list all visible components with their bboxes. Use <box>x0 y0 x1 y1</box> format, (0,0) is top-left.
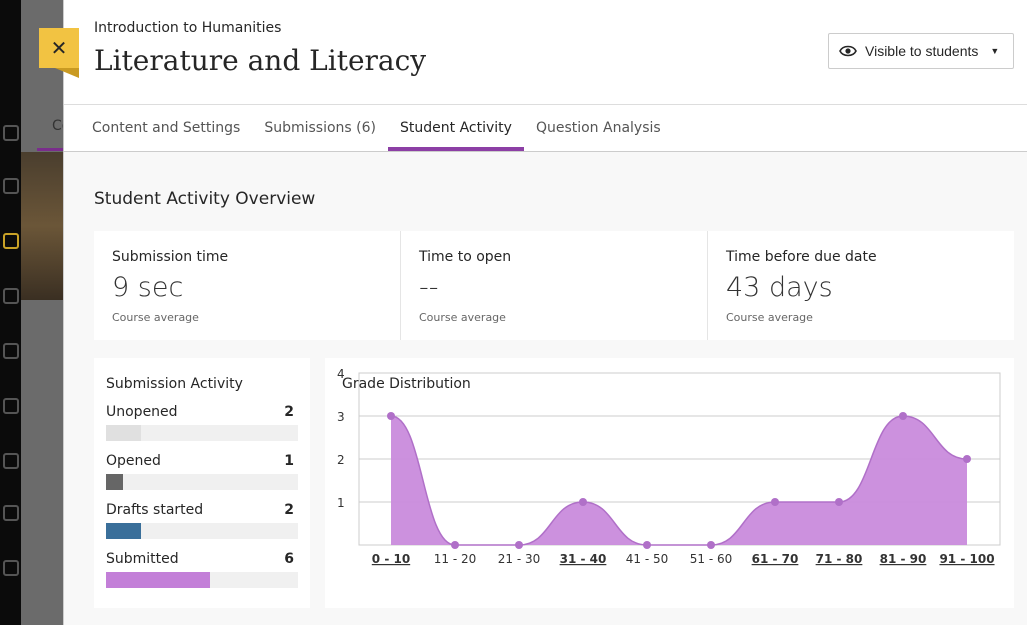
submission-row-opened: Opened 1 <box>106 453 298 490</box>
tab-content-settings[interactable]: Content and Settings <box>92 120 241 136</box>
stat-time-before-due: Time before due date 43 days Course averag… <box>708 231 1014 340</box>
eye-icon <box>839 45 857 57</box>
visibility-label: Visible to students <box>865 43 979 59</box>
section-title: Student Activity Overview <box>94 189 316 209</box>
row-count: 1 <box>284 453 294 469</box>
stat-caption: Course average <box>112 311 199 324</box>
row-count: 2 <box>284 502 294 518</box>
tab-bar: Content and Settings Submissions (6) Stu… <box>64 105 1027 152</box>
tab-submissions[interactable]: Submissions (6) <box>264 120 377 136</box>
submission-activity-title: Submission Activity <box>106 376 243 392</box>
background-tab-indicator <box>37 148 63 151</box>
row-label: Opened <box>106 453 161 469</box>
y-tick-label: 4 <box>337 367 345 381</box>
groups-icon <box>3 343 19 359</box>
data-point <box>387 412 395 420</box>
y-tick-label: 2 <box>337 453 345 467</box>
grade-distribution-chart: 1 2 3 4 0 - 10 11 - 20 21 - 30 31 - 40 41 - 50 51… <box>337 367 1001 566</box>
row-bar-track <box>106 425 298 441</box>
submission-row-drafts-started: Drafts started 2 <box>106 502 298 539</box>
tab-question-analysis[interactable]: Question Analysis <box>535 120 661 136</box>
y-tick-label: 3 <box>337 410 345 424</box>
series-line <box>390 415 968 546</box>
stat-value: 43 days <box>726 272 833 303</box>
stat-time-to-open: Time to open -- Course average <box>401 231 708 340</box>
stat-caption: Course average <box>726 311 813 324</box>
y-tick-label: 1 <box>337 496 345 510</box>
row-bar-fill <box>106 425 141 441</box>
stat-caption: Course average <box>419 311 506 324</box>
student-activity-content: Student Activity Overview Submission tim… <box>64 152 1027 625</box>
globe-icon <box>3 233 19 249</box>
row-bar-track <box>106 523 298 539</box>
data-point <box>835 498 843 506</box>
grade-distribution-title: Grade Distribution <box>342 376 471 392</box>
submission-row-submitted: Submitted 6 <box>106 551 298 588</box>
data-point <box>579 498 587 506</box>
calendar-icon <box>3 398 19 414</box>
stats-cards: Submission time 9 sec Course average Time … <box>94 231 1014 340</box>
area-fill <box>391 416 967 545</box>
row-bar-fill <box>106 474 124 490</box>
stat-label: Time to open <box>419 249 512 265</box>
data-point <box>963 455 971 463</box>
x-tick-label[interactable]: 61 - 70 <box>752 552 799 566</box>
close-button[interactable]: ✕ <box>39 28 79 78</box>
x-tick-label: 11 - 20 <box>434 552 477 566</box>
tab-student-activity[interactable]: Student Activity <box>388 105 524 151</box>
stat-value: 9 sec <box>112 272 184 303</box>
row-bar-fill <box>106 572 210 588</box>
profile-icon <box>3 178 19 194</box>
row-count: 2 <box>284 404 294 420</box>
row-bar-track <box>106 572 298 588</box>
x-tick-label[interactable]: 91 - 100 <box>939 552 994 566</box>
row-bar-fill <box>106 523 141 539</box>
row-label: Submitted <box>106 551 179 567</box>
x-tick-label[interactable]: 0 - 10 <box>372 552 410 566</box>
data-point <box>643 541 651 549</box>
submission-activity-card: Submission Activity Unopened 2 Opened 1 Draf… <box>94 358 310 608</box>
chevron-down-icon: ▼ <box>990 46 1000 56</box>
data-point <box>515 541 523 549</box>
page-title: Literature and Literacy <box>94 44 427 77</box>
row-count: 6 <box>284 551 294 567</box>
background-course-banner <box>21 152 63 300</box>
row-label: Unopened <box>106 404 178 420</box>
data-point <box>771 498 779 506</box>
submission-row-unopened: Unopened 2 <box>106 404 298 441</box>
x-tick-label: 21 - 30 <box>498 552 541 566</box>
x-tick-label: 51 - 60 <box>690 552 733 566</box>
x-tick-label[interactable]: 71 - 80 <box>816 552 863 566</box>
messages-icon <box>3 453 19 469</box>
x-tick-label[interactable]: 31 - 40 <box>560 552 607 566</box>
x-tick-label[interactable]: 81 - 90 <box>880 552 927 566</box>
courses-icon <box>3 288 19 304</box>
x-tick-label: 41 - 50 <box>626 552 669 566</box>
background-nav-rail <box>0 0 21 625</box>
stat-value: -- <box>419 272 439 303</box>
data-point <box>899 412 907 420</box>
course-name: Introduction to Humanities <box>94 20 282 36</box>
data-point <box>707 541 715 549</box>
grade-distribution-card: Grade Distribution 1 2 3 4 0 - 10 11 - 20 21 -… <box>325 358 1014 608</box>
stat-label: Submission time <box>112 249 229 265</box>
grades-icon <box>3 505 19 521</box>
assessment-panel: Introduction to Humanities Literature an… <box>63 0 1027 625</box>
row-label: Drafts started <box>106 502 204 518</box>
stat-label: Time before due date <box>726 249 877 265</box>
row-bar-track <box>106 474 298 490</box>
institution-icon <box>3 125 19 141</box>
stat-submission-time: Submission time 9 sec Course average <box>94 231 401 340</box>
panel-header: Introduction to Humanities Literature an… <box>64 0 1027 105</box>
edit-icon <box>3 560 19 576</box>
visibility-dropdown[interactable]: Visible to students ▼ <box>828 33 1014 69</box>
data-point <box>451 541 459 549</box>
